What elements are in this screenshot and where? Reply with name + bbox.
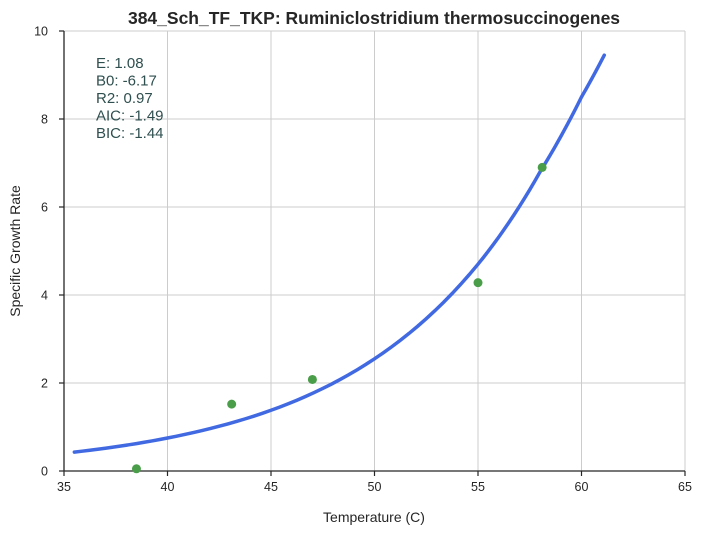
y-tick-label: 6 bbox=[41, 201, 48, 215]
fit-stat-label: B0: -6.17 bbox=[96, 73, 157, 90]
fit-stat-label: R2: 0.97 bbox=[96, 90, 153, 107]
fit-curve bbox=[72, 53, 607, 454]
data-point bbox=[131, 464, 141, 474]
data-points bbox=[131, 162, 547, 474]
y-tick-label: 0 bbox=[41, 465, 48, 479]
y-axis-ticks: 0 2 4 6 8 10 bbox=[34, 25, 64, 479]
chart-title: 384_Sch_TF_TKP: Ruminiclostridium thermo… bbox=[128, 8, 620, 28]
data-point bbox=[473, 278, 483, 288]
fit-stat-label: E: 1.08 bbox=[96, 55, 144, 72]
x-tick-label: 60 bbox=[575, 480, 589, 494]
data-point bbox=[227, 399, 237, 409]
x-axis-label: Temperature (C) bbox=[323, 509, 425, 525]
y-axis-label: Specific Growth Rate bbox=[7, 185, 23, 317]
y-tick-label: 10 bbox=[34, 25, 48, 39]
x-tick-label: 55 bbox=[471, 480, 485, 494]
x-axis-ticks: 35 40 45 50 55 60 65 bbox=[57, 471, 692, 494]
x-tick-label: 65 bbox=[678, 480, 692, 494]
data-point bbox=[537, 162, 547, 172]
x-tick-label: 45 bbox=[264, 480, 278, 494]
data-point bbox=[307, 374, 317, 384]
x-tick-label: 35 bbox=[57, 480, 71, 494]
fit-stat-label: BIC: -1.44 bbox=[96, 125, 164, 142]
y-tick-label: 2 bbox=[41, 377, 48, 391]
y-tick-label: 8 bbox=[41, 113, 48, 127]
x-tick-label: 50 bbox=[368, 480, 382, 494]
fit-stat-label: AIC: -1.49 bbox=[96, 108, 164, 125]
x-tick-label: 40 bbox=[161, 480, 175, 494]
y-tick-label: 4 bbox=[41, 289, 48, 303]
